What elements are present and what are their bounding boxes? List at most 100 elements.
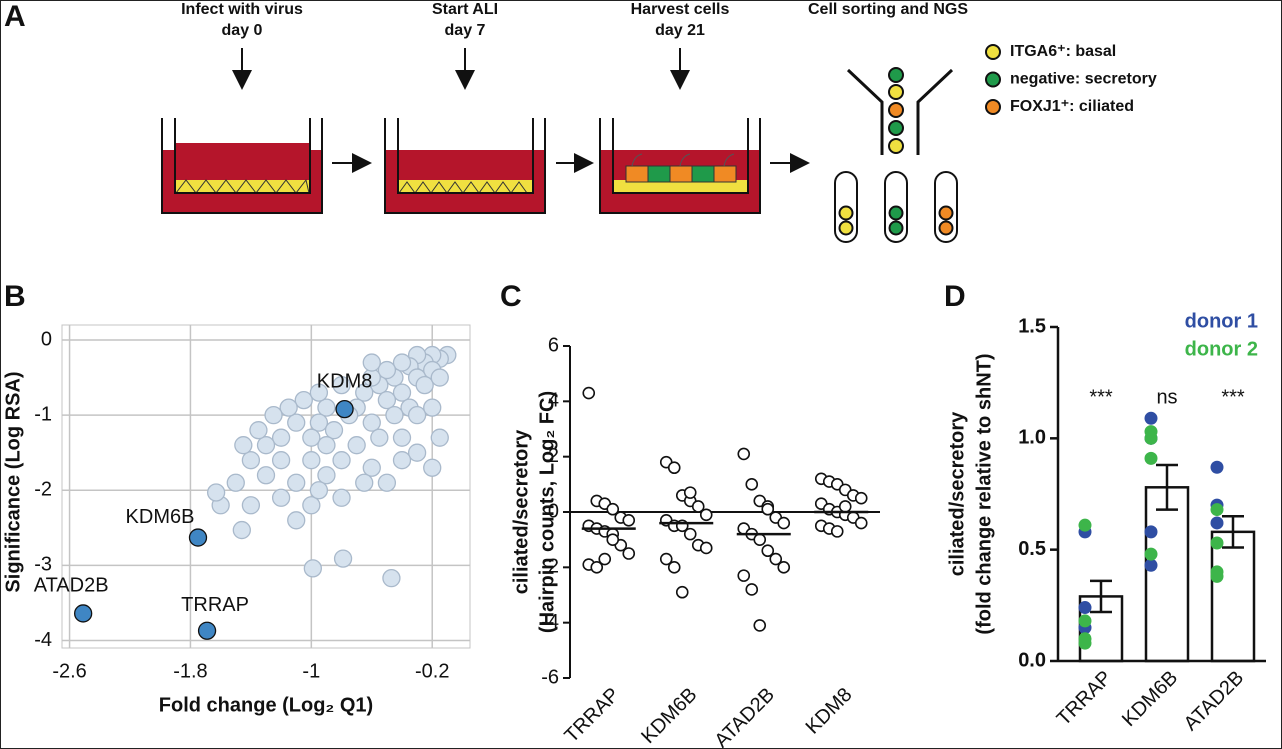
point-label: KDM8 xyxy=(317,370,373,392)
point xyxy=(271,488,291,507)
y-tick-label: 4 xyxy=(548,390,559,412)
point xyxy=(271,451,291,470)
point xyxy=(332,488,351,507)
sorter xyxy=(834,67,958,243)
point xyxy=(309,413,329,432)
x-tick-label: TRRAP xyxy=(561,684,624,747)
y-tick-label: 0 xyxy=(548,500,559,522)
point xyxy=(407,443,427,462)
point xyxy=(309,383,329,402)
point xyxy=(256,436,276,455)
point xyxy=(241,496,261,515)
annotation: ns xyxy=(1156,386,1177,408)
point xyxy=(1144,525,1158,539)
point xyxy=(838,500,852,513)
plot-frame xyxy=(61,324,471,649)
point xyxy=(303,559,322,578)
point xyxy=(392,451,412,470)
y-tick-label: -3 xyxy=(34,554,52,576)
point xyxy=(294,390,313,410)
point xyxy=(1210,536,1224,550)
x-tick-label: TRRAP xyxy=(1053,667,1116,730)
y-tick-label: -6 xyxy=(541,666,559,688)
point xyxy=(377,473,397,492)
point xyxy=(309,481,329,500)
legend-swatch xyxy=(985,71,1001,88)
point xyxy=(287,511,306,530)
point xyxy=(598,552,612,566)
point xyxy=(415,375,434,395)
sorting-title: Cell sorting and NGS xyxy=(808,1,968,18)
point xyxy=(333,549,353,568)
point xyxy=(317,398,336,417)
point xyxy=(675,585,689,599)
y-axis-title: ciliated/secretory xyxy=(946,411,968,576)
point xyxy=(287,473,306,492)
point xyxy=(335,399,354,419)
well xyxy=(384,118,546,214)
point xyxy=(423,398,442,417)
y-tick-label: 2 xyxy=(548,445,559,467)
point xyxy=(197,621,217,640)
arrows xyxy=(232,48,810,173)
point xyxy=(362,413,381,432)
point xyxy=(1078,518,1092,532)
step-title: Harvest cells xyxy=(631,1,730,18)
point xyxy=(362,353,381,372)
point xyxy=(355,383,374,402)
panel-label: C xyxy=(500,280,522,313)
point xyxy=(370,428,389,447)
point xyxy=(667,461,681,475)
point xyxy=(737,447,751,461)
point xyxy=(362,458,381,477)
point xyxy=(347,436,366,455)
x-tick-label: -1.8 xyxy=(173,660,207,682)
legend-label: donor 2 xyxy=(1185,338,1258,360)
y-tick-label: -4 xyxy=(34,629,52,651)
point xyxy=(188,528,208,547)
point-label: TRRAP xyxy=(181,594,249,616)
well xyxy=(599,118,761,214)
point xyxy=(407,405,427,425)
x-tick-label: KDM6B xyxy=(1118,667,1182,731)
point xyxy=(355,473,374,492)
x-tick-label: -2.6 xyxy=(52,660,86,682)
y-tick-label: -1 xyxy=(34,403,52,425)
point xyxy=(1210,569,1224,583)
y-tick-label: -2 xyxy=(34,479,52,501)
point xyxy=(249,421,268,440)
point xyxy=(1078,601,1092,615)
point xyxy=(302,496,321,515)
point xyxy=(1144,547,1158,561)
panel-label: A xyxy=(4,0,26,33)
point xyxy=(1210,460,1224,474)
point xyxy=(745,478,759,491)
point xyxy=(622,513,636,527)
point xyxy=(761,502,775,516)
point xyxy=(392,428,412,447)
point xyxy=(753,619,767,632)
x-tick-label: ATAD2B xyxy=(1180,667,1248,735)
point xyxy=(317,466,336,485)
point xyxy=(830,525,844,538)
point xyxy=(1210,503,1224,517)
y-axis-title: Significance (Log RSA) xyxy=(2,371,24,592)
legend-swatch xyxy=(985,44,1001,60)
point xyxy=(854,491,868,505)
point xyxy=(683,527,697,541)
point xyxy=(430,428,449,447)
point xyxy=(667,561,681,574)
point xyxy=(226,473,245,492)
y-tick-label: -2 xyxy=(541,556,559,578)
point xyxy=(606,533,620,546)
step-day: day 7 xyxy=(445,22,486,39)
point xyxy=(232,520,251,540)
x-tick-label: ATAD2B xyxy=(711,684,779,749)
x-axis-title: Fold change (Log₂ Q1) xyxy=(159,694,373,716)
point xyxy=(287,413,306,432)
point xyxy=(753,533,767,546)
bar xyxy=(1144,486,1190,663)
annotation: *** xyxy=(1221,386,1245,408)
point xyxy=(1144,411,1158,425)
panel-label: D xyxy=(944,280,966,313)
